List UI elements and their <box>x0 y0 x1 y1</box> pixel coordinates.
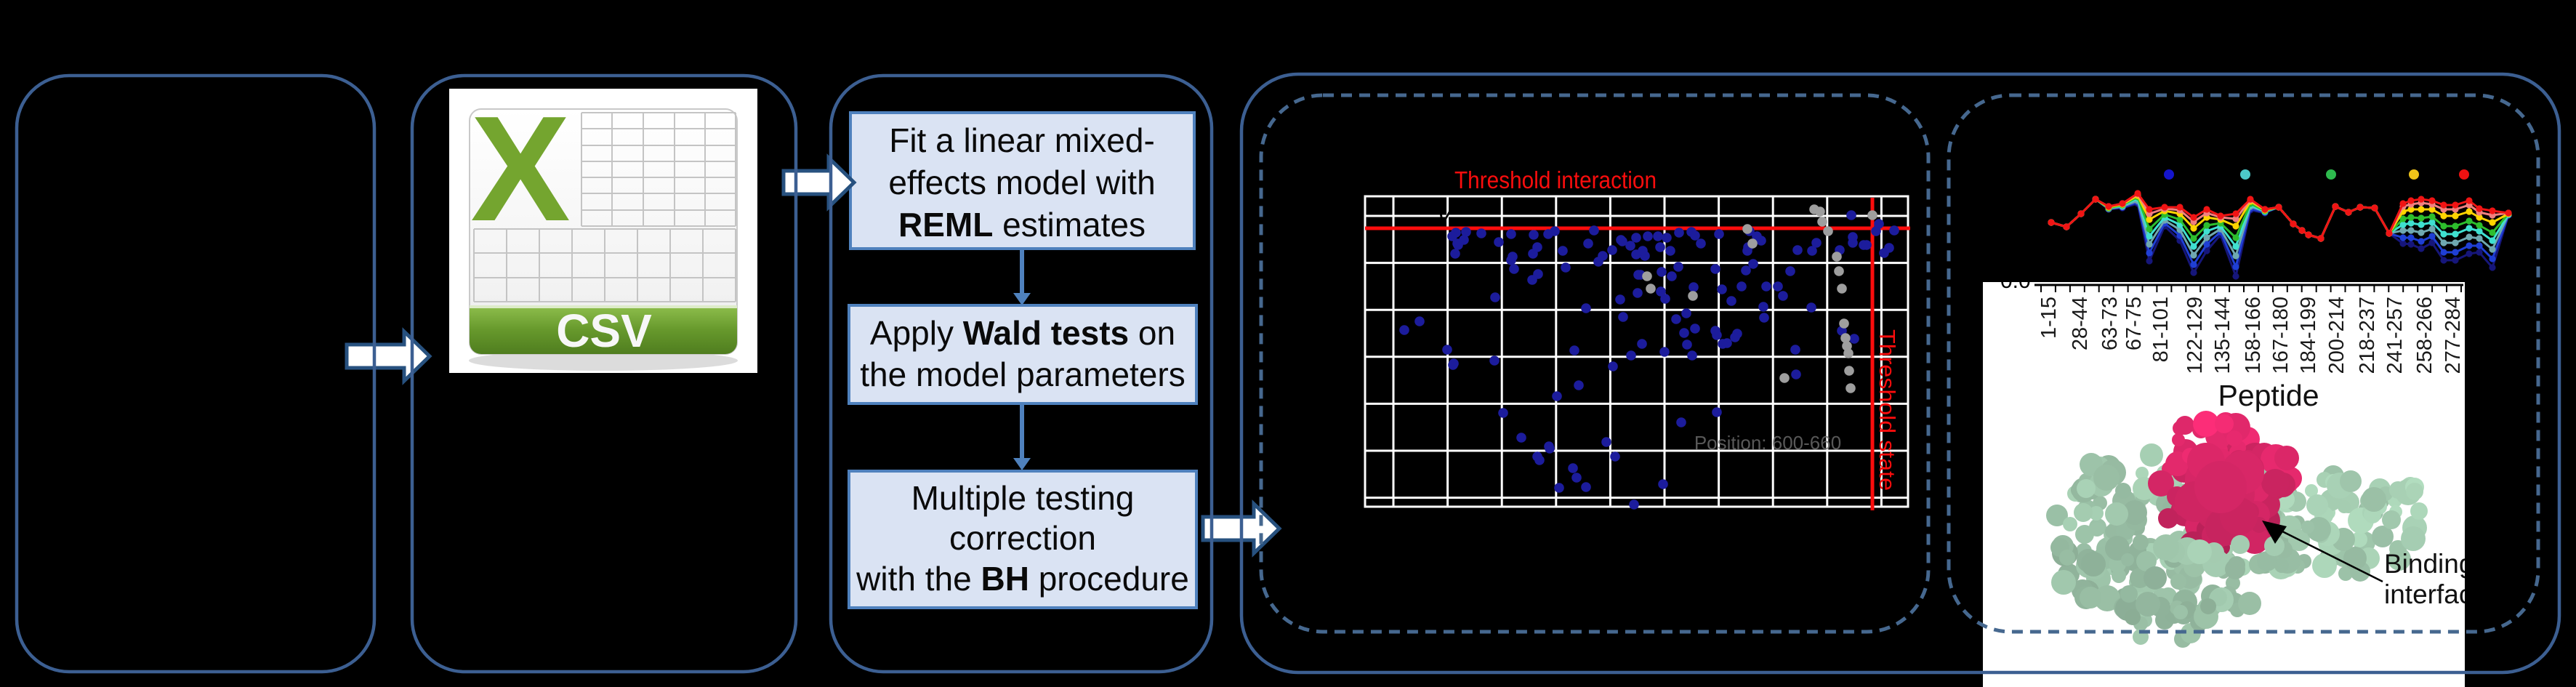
svg-text:63-73: 63-73 <box>2098 297 2122 350</box>
svg-text:Peptide: Peptide <box>2218 379 2319 412</box>
svg-text:67-75: 67-75 <box>2122 297 2146 350</box>
svg-text:Binding: Binding <box>2384 549 2474 579</box>
svg-text:Fit a linear mixed-: Fit a linear mixed- <box>889 121 1155 159</box>
svg-text:241-257: 241-257 <box>2383 297 2407 374</box>
svg-text:CSV: CSV <box>556 305 652 357</box>
svg-text:correction: correction <box>949 519 1096 557</box>
svg-text:200-214: 200-214 <box>2325 297 2348 374</box>
svg-text:X: X <box>470 85 570 252</box>
svg-text:258-266: 258-266 <box>2413 297 2436 374</box>
svg-text:218-237: 218-237 <box>2356 297 2379 374</box>
svg-text:Position: 600-660: Position: 600-660 <box>1694 432 1841 454</box>
svg-text:167-180: 167-180 <box>2269 297 2293 374</box>
svg-text:Threshold interaction: Threshold interaction <box>1454 166 1657 193</box>
svg-text:the model parameters: the model parameters <box>860 355 1185 393</box>
svg-text:effects model with: effects model with <box>888 164 1155 201</box>
svg-text:Threshold state: Threshold state <box>1875 329 1900 491</box>
svg-text:81-101: 81-101 <box>2149 297 2173 362</box>
svg-text:Apply Wald tests on: Apply Wald tests on <box>870 314 1175 352</box>
svg-text:184-199: 184-199 <box>2297 297 2320 374</box>
svg-text:277-284: 277-284 <box>2442 297 2465 374</box>
svg-text:0.0: 0.0 <box>2000 269 2031 293</box>
svg-text:135-144: 135-144 <box>2211 297 2234 374</box>
svg-text:158-166: 158-166 <box>2242 297 2265 374</box>
svg-text:1-15: 1-15 <box>2037 297 2061 339</box>
svg-text:with the BH procedure: with the BH procedure <box>856 560 1189 598</box>
svg-text:y: y <box>1436 202 1452 230</box>
svg-text:122-129: 122-129 <box>2183 297 2207 374</box>
svg-text:28-44: 28-44 <box>2069 297 2092 350</box>
svg-text:Multiple testing: Multiple testing <box>911 479 1135 517</box>
svg-text:REML estimates: REML estimates <box>898 206 1146 244</box>
